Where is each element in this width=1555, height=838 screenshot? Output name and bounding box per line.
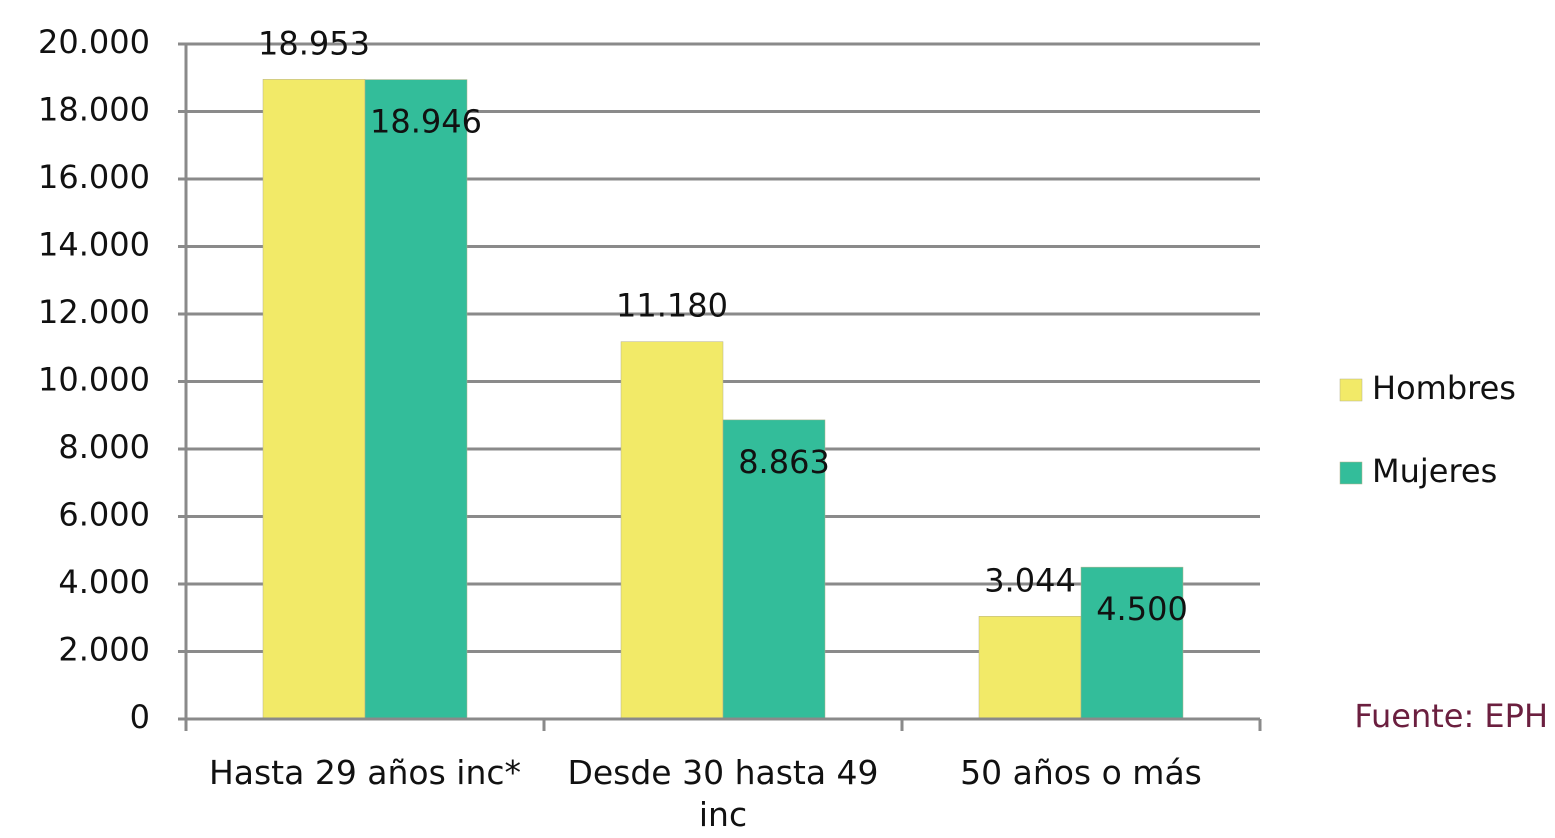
data-label: 18.946 xyxy=(370,103,482,141)
y-tick-label: 6.000 xyxy=(58,496,150,534)
x-tick-label: Desde 30 hasta 49 inc xyxy=(567,753,879,834)
x-tick-label: 50 años o más xyxy=(960,753,1202,792)
bar xyxy=(364,79,468,720)
legend-label: Mujeres xyxy=(1372,452,1497,490)
x-tick-label: Hasta 29 años inc* xyxy=(208,753,522,792)
bar xyxy=(1080,566,1184,720)
data-label: 3.044 xyxy=(984,561,1076,599)
data-label: 11.180 xyxy=(616,287,728,325)
y-tick-label: 4.000 xyxy=(58,563,150,601)
legend-label: Hombres xyxy=(1372,369,1516,407)
source-note: Fuente: EPH xyxy=(1354,697,1548,735)
legend-swatch xyxy=(1339,378,1363,402)
y-tick-label: 14.000 xyxy=(38,226,150,264)
y-tick-label: 12.000 xyxy=(38,293,150,331)
y-tick-label: 18.000 xyxy=(38,91,150,129)
bar xyxy=(978,616,1082,720)
y-tick-label: 0 xyxy=(130,698,150,736)
bar xyxy=(620,341,724,720)
data-label: 8.863 xyxy=(738,443,830,481)
y-tick-label: 8.000 xyxy=(58,428,150,466)
data-label: 18.953 xyxy=(258,24,370,62)
y-tick-label: 10.000 xyxy=(38,361,150,399)
bar xyxy=(262,79,366,720)
bar xyxy=(722,419,826,720)
legend-swatch xyxy=(1339,461,1363,485)
y-tick-label: 20.000 xyxy=(38,23,150,61)
y-tick-label: 16.000 xyxy=(38,158,150,196)
data-label: 4.500 xyxy=(1096,590,1188,628)
y-tick-label: 2.000 xyxy=(58,631,150,669)
